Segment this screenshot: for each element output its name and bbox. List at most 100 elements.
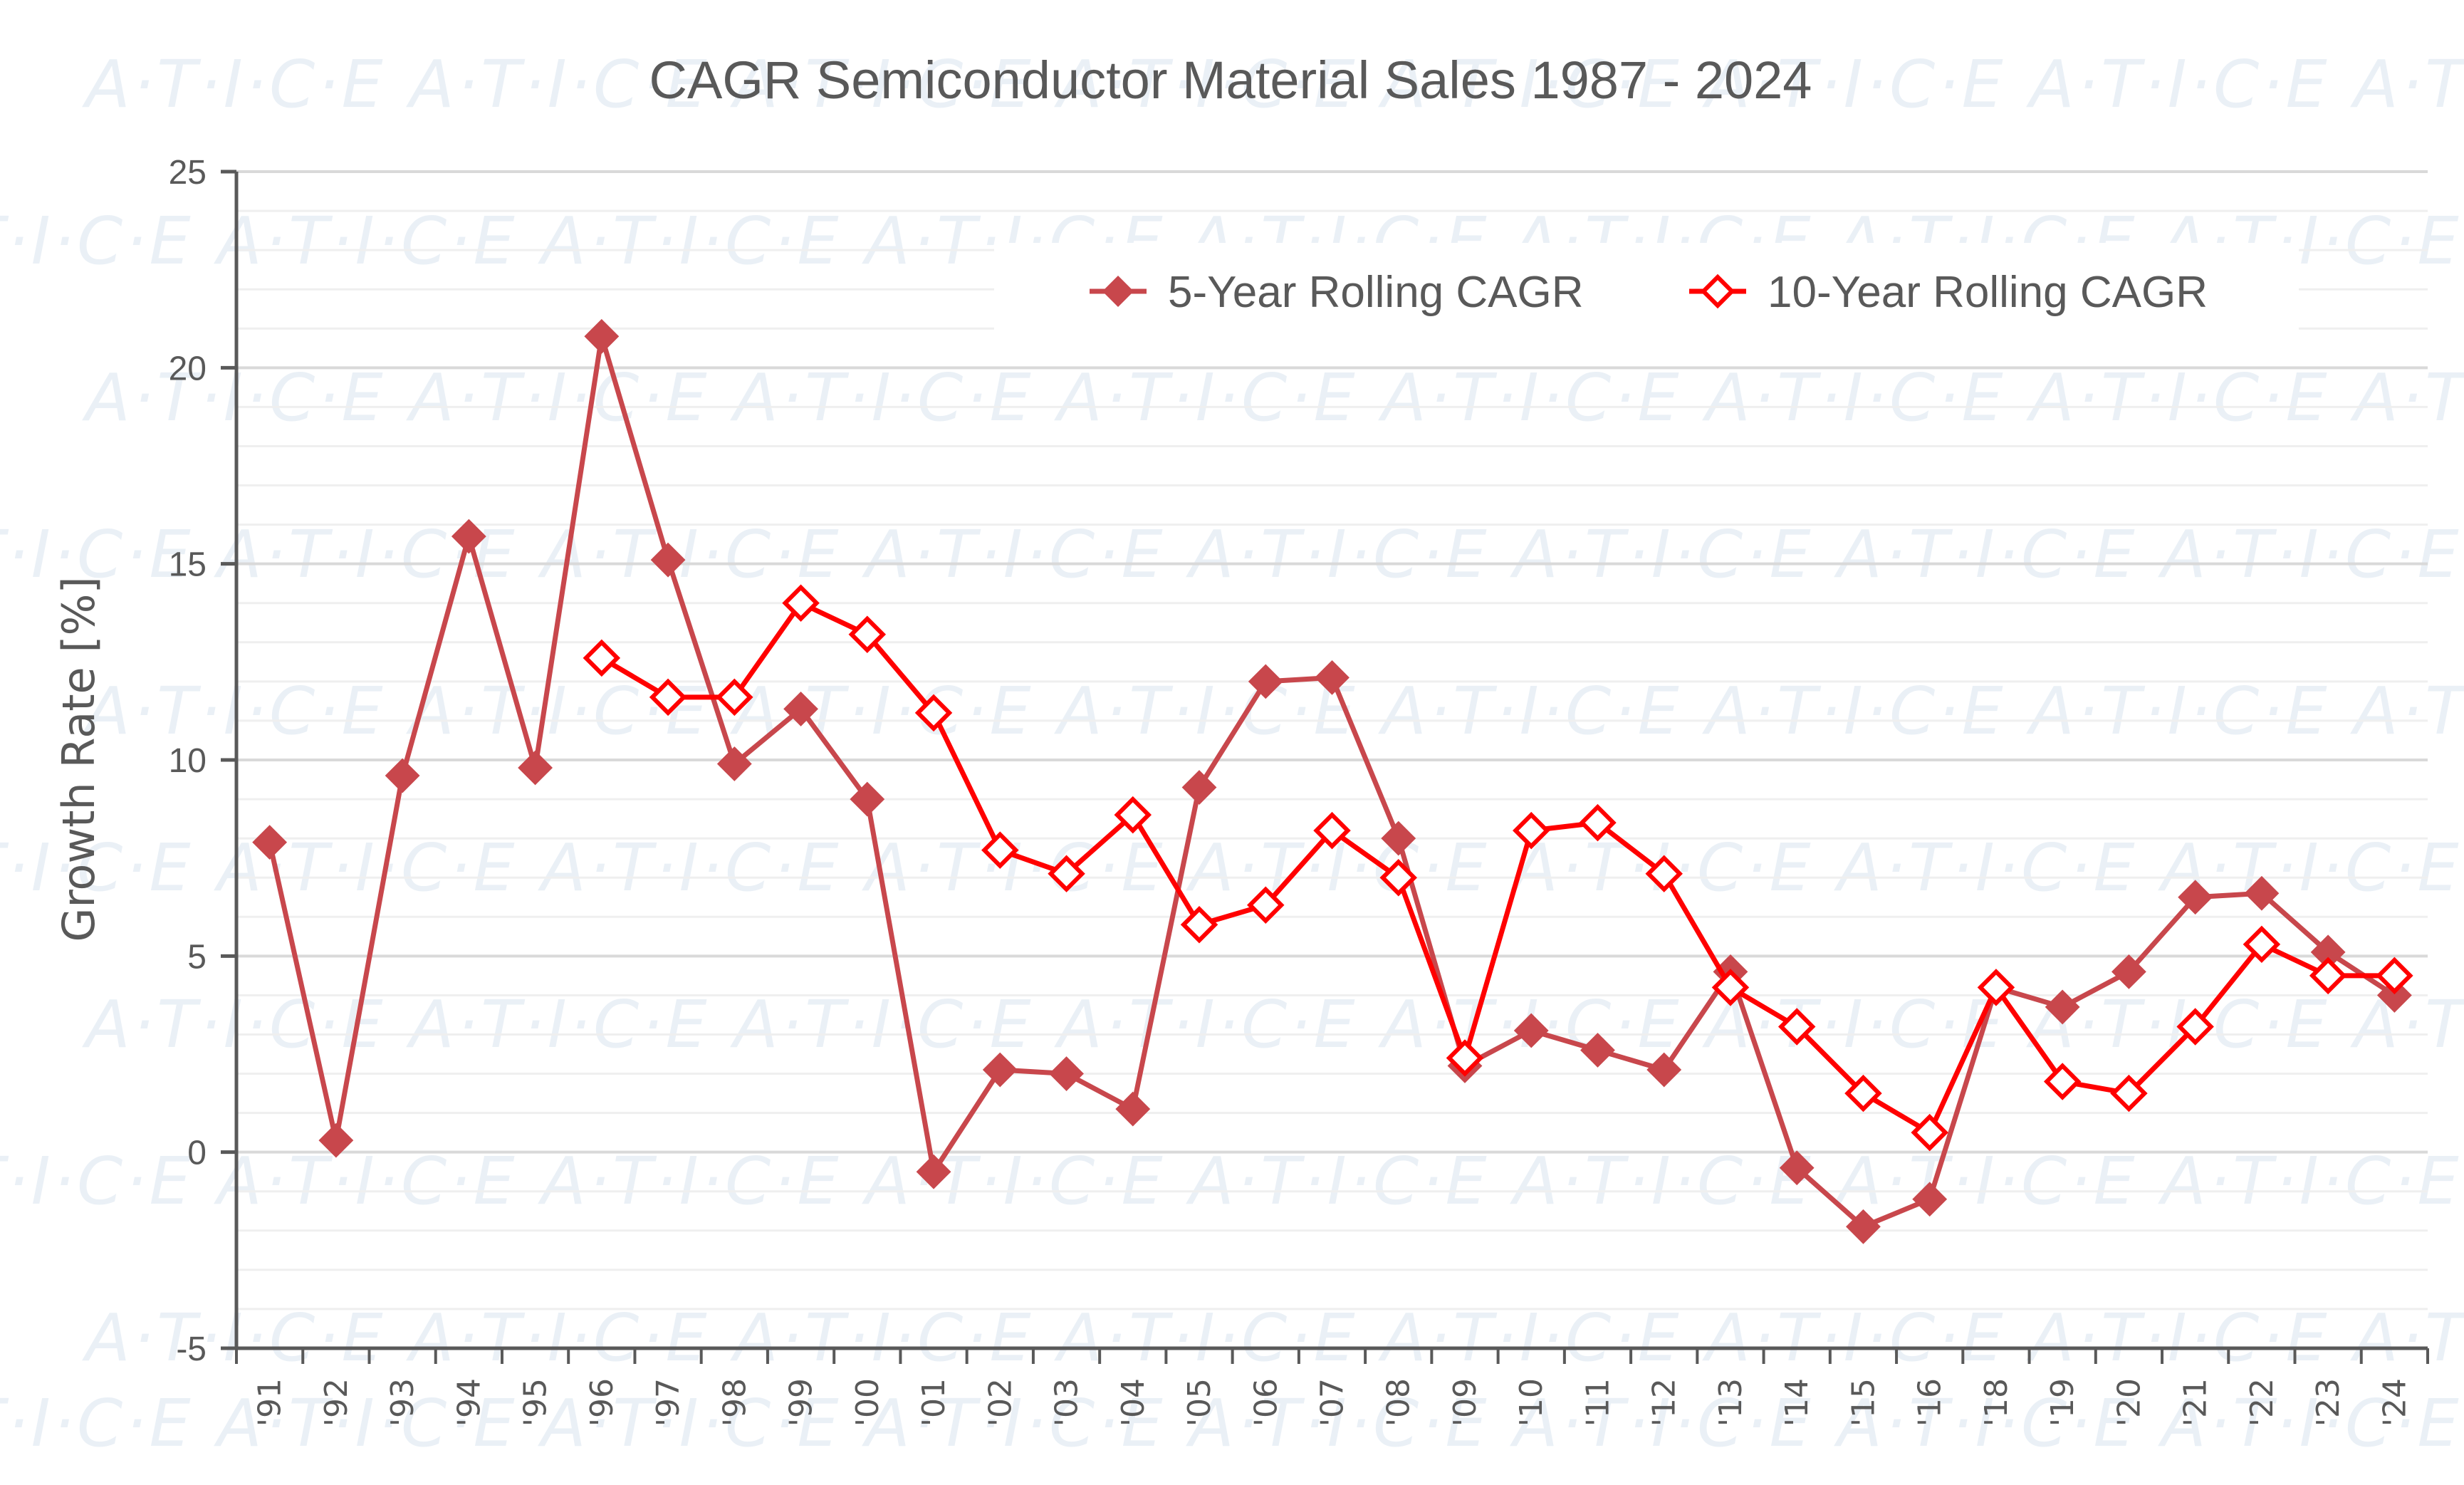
- data-point-10-year: [1645, 855, 1683, 892]
- watermark-text: A·T·I·C·E: [2350, 1300, 2464, 1376]
- x-tick-label: '24: [2376, 1378, 2413, 1427]
- x-tick-label: '18: [1978, 1378, 2015, 1427]
- data-point-10-year: [649, 678, 687, 717]
- data-point-5-year: [1513, 1013, 1549, 1048]
- data-point-5-year: [1912, 1182, 1948, 1217]
- data-point-5-year: [385, 758, 420, 793]
- watermark-text: A·T·I·C·E: [538, 203, 842, 279]
- watermark-text: A·T·I·C·E: [82, 986, 386, 1063]
- watermark-text: A·T·I·C·E: [82, 673, 386, 749]
- y-tick-labels: -5 0 5 10 15 20 25: [169, 154, 207, 1368]
- watermark-text: A·T·I·C·E: [1510, 1143, 1814, 1219]
- x-tick-label: '05: [1181, 1378, 1218, 1427]
- x-tick-label: '03: [1049, 1378, 1085, 1427]
- watermark-text: A·T·I·C·E: [730, 986, 1034, 1063]
- data-point-10-year: [2376, 957, 2413, 995]
- watermark-text: A·T·I·C·E: [214, 1385, 518, 1461]
- data-point-5-year: [2111, 954, 2146, 989]
- x-tick-label: '94: [451, 1378, 487, 1427]
- x-tick-label: '01: [916, 1378, 952, 1427]
- data-point-10-year: [981, 831, 1019, 869]
- data-point-5-year: [650, 542, 686, 578]
- y-tick-label: 15: [169, 546, 207, 584]
- watermark-text: A·T·I·C·E: [2350, 673, 2464, 749]
- watermark-text: A·T·I·C·E: [1378, 360, 1682, 436]
- data-point-10-year: [2309, 957, 2347, 995]
- watermark-text: A·T·I·C·E: [538, 1143, 842, 1219]
- data-point-5-year: [1779, 1150, 1815, 1186]
- x-tick-label: '99: [783, 1378, 820, 1427]
- x-tick-label: '93: [385, 1378, 421, 1427]
- watermark-text: A·T·I·C·E: [406, 360, 710, 436]
- data-point-10-year: [2043, 1063, 2082, 1100]
- watermark-text: A·T·I·C·E: [1054, 673, 1358, 749]
- watermark-text: A·T·I·C·E: [1186, 516, 1490, 593]
- data-point-10-year: [1247, 886, 1285, 924]
- series-10-year-line: [600, 600, 2395, 1135]
- x-tick-label: '15: [1845, 1378, 1881, 1427]
- watermark-text: A·T·I·C·E: [862, 1385, 1166, 1461]
- series-10-year-rolling-cagr: [583, 584, 2413, 1152]
- x-tick-label: '21: [2178, 1378, 2214, 1427]
- watermark-text: A·T·I·C·E: [2026, 1300, 2330, 1376]
- data-point-5-year: [1846, 1209, 1881, 1244]
- data-point-5-year: [584, 318, 620, 354]
- watermark-text: A·T·I·C·E: [2026, 986, 2330, 1063]
- x-tick-label: '00: [850, 1378, 886, 1427]
- y-tick-label: 0: [187, 1135, 207, 1172]
- x-tick-label: '19: [2045, 1378, 2081, 1427]
- watermark-text: A·T·I·C·E: [2350, 46, 2464, 123]
- watermark-text: A·T·I·C·E: [0, 1143, 194, 1219]
- x-tick-label: '22: [2244, 1378, 2280, 1427]
- legend-item-10-year[interactable]: 10-Year Rolling CAGR: [1689, 268, 2208, 317]
- data-point-5-year: [318, 1122, 354, 1158]
- data-point-10-year: [2110, 1074, 2148, 1113]
- data-point-5-year: [1381, 820, 1416, 856]
- data-point-5-year: [1181, 770, 1217, 805]
- legend-item-5-year[interactable]: 5-Year Rolling CAGR: [1090, 268, 1584, 317]
- y-tick-label: 5: [187, 938, 207, 976]
- watermark-text: A·T·I·C·E: [82, 1300, 386, 1376]
- watermark-text: A·T·I·C·E: [82, 46, 386, 123]
- data-point-10-year: [914, 694, 953, 732]
- x-tick-label: '02: [982, 1378, 1018, 1427]
- watermark-text: A·T·I·C·E: [0, 1385, 194, 1461]
- data-point-10-year: [1114, 796, 1152, 834]
- y-tick-label: 20: [169, 350, 207, 387]
- data-point-5-year: [1049, 1056, 1084, 1091]
- watermark-text: A·T·I·C·E: [1186, 1143, 1490, 1219]
- watermark-text: A·T·I·C·E: [0, 203, 194, 279]
- watermark-text: A·T·I·C·E: [0, 516, 194, 593]
- watermark-text: A·T·I·C·E: [730, 1300, 1034, 1376]
- watermark-text: A·T·I·C·E: [1510, 1385, 1814, 1461]
- data-point-10-year: [716, 678, 753, 717]
- data-point-10-year: [1313, 811, 1351, 850]
- watermark-text: A·T·I·C·E: [730, 673, 1034, 749]
- x-tick-label: '10: [1513, 1378, 1550, 1427]
- x-tick-label: '95: [518, 1378, 554, 1427]
- y-tick-label: 10: [169, 742, 207, 780]
- watermark-layer: A·T·I·C·E A·T·I·C·E A·T·I·C·E A·T·I·C·E A·T·…: [0, 46, 2464, 1461]
- legend-background: [994, 243, 2299, 332]
- x-tick-label: '08: [1381, 1378, 1417, 1427]
- y-tick-label: -5: [176, 1330, 207, 1368]
- data-point-5-year: [518, 750, 553, 786]
- data-point-5-year: [2045, 989, 2080, 1025]
- data-point-5-year: [1646, 1052, 1682, 1088]
- x-tick-label: '11: [1580, 1378, 1616, 1427]
- data-point-10-year: [1844, 1074, 1882, 1113]
- watermark-text: A·T·I·C·E: [1834, 1385, 2138, 1461]
- data-point-10-year: [1777, 1008, 1816, 1046]
- data-point-5-year: [2178, 880, 2213, 915]
- data-point-5-year: [1580, 1033, 1615, 1068]
- watermark-text: A·T·I·C·E: [1378, 46, 1682, 123]
- data-point-5-year: [252, 825, 288, 860]
- watermark-text: A·T·I·C·E: [1702, 1300, 2006, 1376]
- chart-title: CAGR Semiconductor Material Sales 1987 -…: [649, 51, 1812, 110]
- data-point-5-year: [783, 691, 818, 726]
- x-tick-label: '13: [1713, 1378, 1749, 1427]
- watermark-text: A·T·I·C·E: [730, 46, 1034, 123]
- watermark-text: A·T·I·C·E: [0, 830, 194, 906]
- watermark-text: A·T·I·C·E: [1054, 360, 1358, 436]
